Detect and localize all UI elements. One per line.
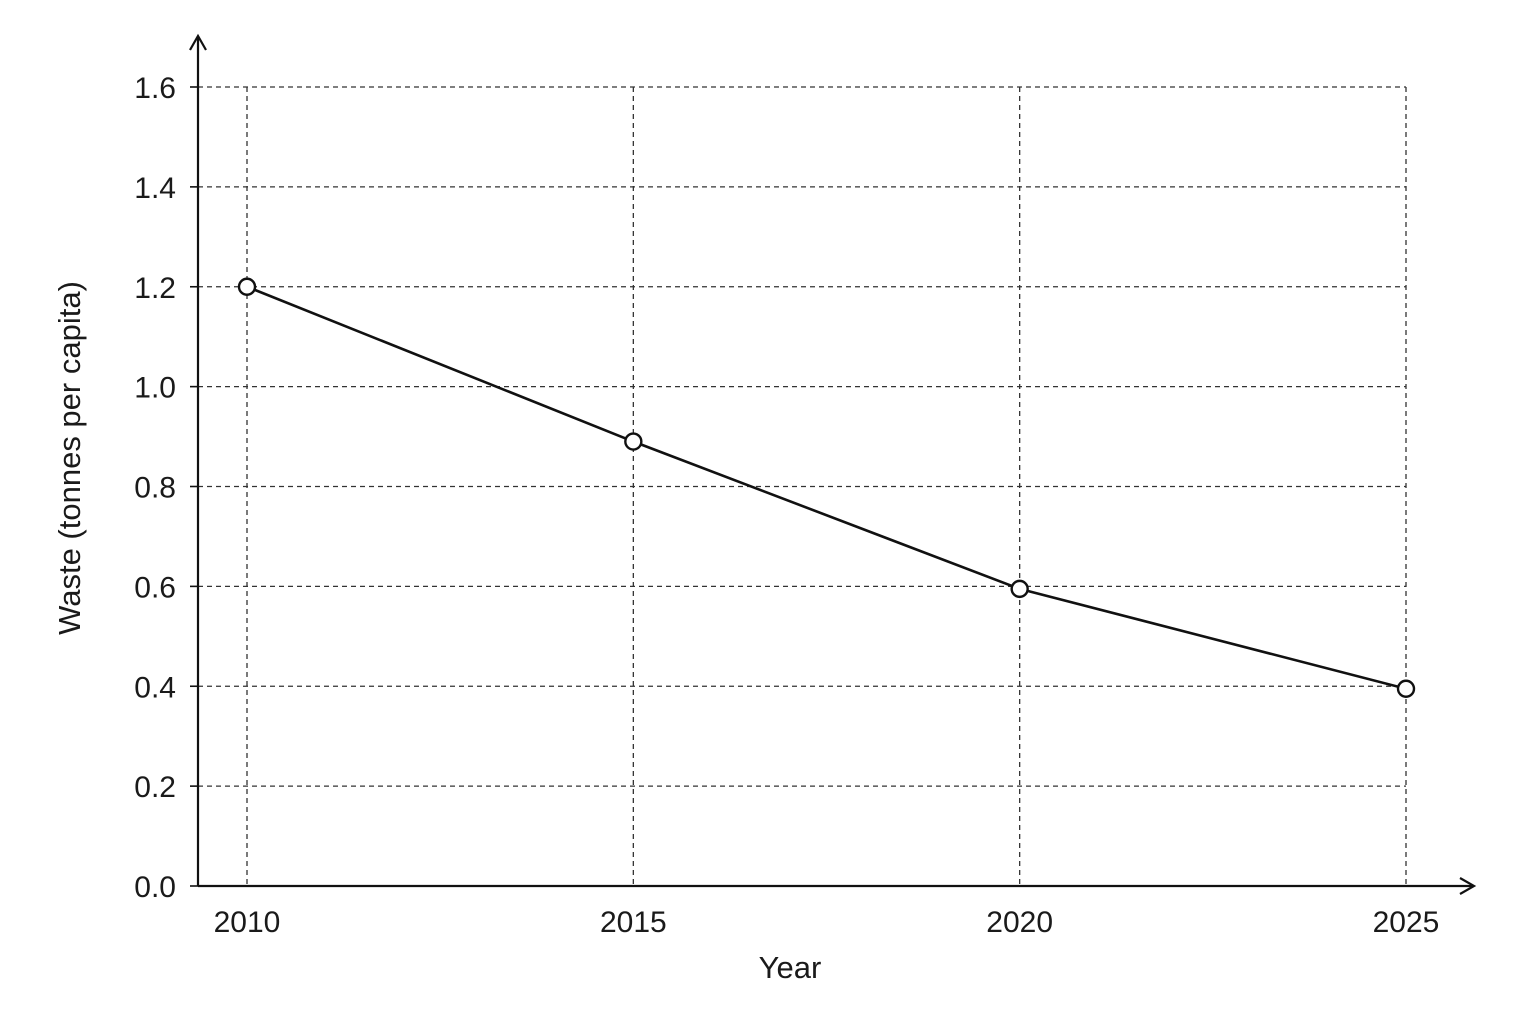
data-point-2025 [1396,679,1416,698]
data-point-2020 [1010,579,1029,599]
x-axis-arrow [1459,877,1477,895]
x-tick-label: 2010 [214,906,281,939]
x-tick-label: 2025 [1373,906,1440,939]
axes [189,33,1477,895]
y-axis-label: Waste (tonnes per capita) [52,281,87,635]
data-point-2015 [624,432,643,451]
y-tick-label: 1.0 [134,372,176,405]
y-tick-label: 0.4 [134,671,176,704]
y-tick-label: 0.2 [134,771,176,804]
x-tick-label: 2020 [986,906,1053,939]
y-tick-label: 1.2 [134,272,176,305]
data-point-2010 [237,277,257,296]
x-axis-label: Year [759,950,822,985]
y-tick-label: 1.4 [134,172,176,205]
y-tick-label: 1.6 [134,72,176,105]
series-line [246,285,1407,691]
y-tick-label: 0.0 [134,871,176,904]
grid [198,86,1407,886]
series [237,277,1416,698]
x-tick-label: 2015 [600,906,667,939]
x-tick-labels: 2010 2015 2020 2025 [214,906,1440,939]
y-tick-labels: 0.0 0.2 0.4 0.6 0.8 1.0 1.2 1.4 1.6 [134,72,176,904]
y-tick-label: 0.8 [134,472,176,505]
y-axis-arrow [189,33,207,51]
y-tick-label: 0.6 [134,571,176,604]
